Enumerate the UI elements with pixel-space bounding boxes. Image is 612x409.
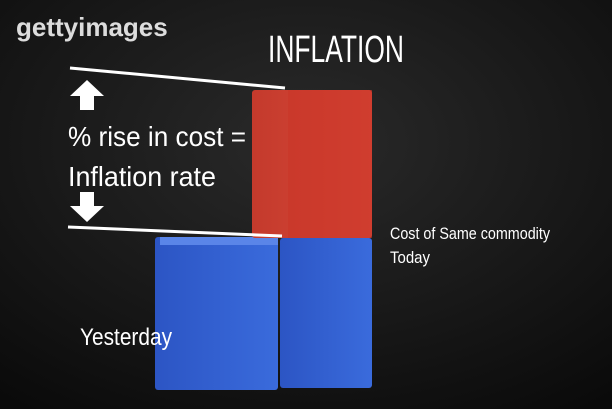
arrow-up (70, 80, 104, 110)
block-top (160, 237, 278, 245)
bottom-line (67, 225, 283, 238)
arrow-down (70, 192, 104, 222)
today-base-block (280, 238, 372, 388)
annotation-line: % rise in cost = (68, 121, 246, 152)
title: INFLATION (268, 29, 404, 71)
yesterday-block (155, 237, 278, 390)
yesterday-label: Yesterday (80, 324, 172, 351)
block-side (288, 90, 372, 238)
watermark: gettyimages (16, 12, 168, 42)
today-label: Today (390, 248, 430, 267)
today-label: Cost of Same commodity (390, 224, 550, 243)
top-line (69, 66, 286, 90)
annotation-line: Inflation rate (68, 161, 216, 192)
